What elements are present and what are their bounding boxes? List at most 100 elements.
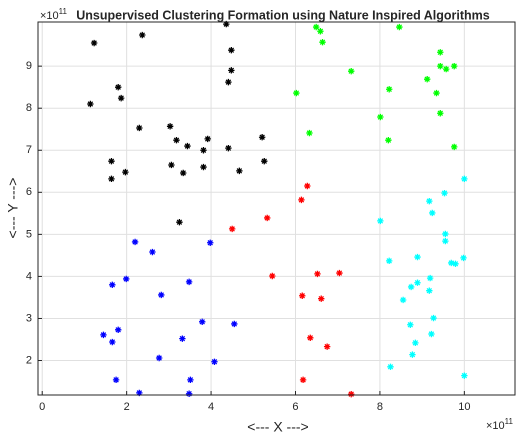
x-tick-label: 4 bbox=[208, 401, 214, 413]
scatter-point bbox=[460, 254, 467, 262]
scatter-point bbox=[461, 372, 468, 379]
scatter-point bbox=[377, 113, 384, 121]
scatter-point bbox=[261, 157, 268, 165]
scatter-point bbox=[100, 331, 107, 339]
scatter-point bbox=[386, 257, 393, 265]
scatter-point bbox=[312, 23, 320, 31]
scatter-point bbox=[185, 390, 193, 397]
scatter-point bbox=[387, 363, 394, 371]
scatter-point bbox=[293, 89, 300, 97]
scatter-point bbox=[136, 124, 143, 132]
scatter-point bbox=[442, 237, 449, 245]
scatter-point bbox=[200, 163, 207, 171]
scatter-point bbox=[451, 62, 458, 70]
scatter-point bbox=[412, 339, 419, 347]
scatter-point bbox=[348, 390, 355, 398]
axes-box bbox=[37, 21, 516, 396]
scatter-point bbox=[122, 168, 129, 176]
scatter-point bbox=[452, 260, 459, 267]
scatter-point bbox=[176, 218, 183, 226]
scatter-point bbox=[139, 31, 146, 39]
y-tick-label: 6 bbox=[26, 186, 32, 198]
scatter-point bbox=[317, 28, 324, 35]
y-tick-label: 5 bbox=[26, 228, 32, 240]
scatter-point bbox=[200, 147, 207, 154]
x-axis-label: <--- X ---> bbox=[247, 419, 308, 435]
x-tick-label: 6 bbox=[292, 401, 298, 413]
x-tick-label: 8 bbox=[377, 401, 383, 413]
scatter-point bbox=[108, 175, 115, 183]
grid bbox=[38, 22, 515, 395]
x-tick-label: 0 bbox=[39, 401, 45, 413]
scatter-point bbox=[414, 253, 421, 261]
scatter-point bbox=[407, 283, 415, 291]
scatter-point bbox=[314, 270, 321, 278]
scatter-point bbox=[386, 86, 393, 93]
scatter-point bbox=[225, 144, 232, 152]
scatter-point bbox=[319, 38, 326, 46]
scatter-point bbox=[115, 83, 122, 91]
scatter-point bbox=[306, 129, 313, 137]
scatter-point bbox=[377, 217, 384, 225]
scatter-point bbox=[173, 136, 180, 144]
scatter-point bbox=[109, 338, 116, 346]
scatter-point bbox=[269, 272, 276, 280]
scatter-point bbox=[304, 182, 311, 190]
scatter-point bbox=[158, 291, 165, 299]
scatter-point bbox=[187, 376, 194, 384]
scatter-point bbox=[207, 239, 214, 246]
scatter-point bbox=[430, 314, 437, 322]
y-multiplier: ×1011 bbox=[40, 7, 68, 22]
scatter-point bbox=[168, 161, 175, 169]
scatter-point bbox=[204, 135, 211, 143]
scatter-point bbox=[437, 49, 444, 56]
scatter-point bbox=[399, 296, 407, 304]
scatter-point bbox=[442, 65, 450, 73]
scatter-point bbox=[179, 335, 186, 342]
scatter-point bbox=[149, 248, 156, 256]
scatter-point bbox=[108, 157, 115, 165]
scatter-point bbox=[433, 89, 440, 97]
y-axis-label: <--- Y ---> bbox=[5, 178, 21, 239]
y-multiplier-base: ×10 bbox=[40, 10, 59, 22]
scatter-point bbox=[441, 189, 448, 197]
scatter-point bbox=[426, 287, 433, 294]
y-tick-label: 8 bbox=[26, 102, 32, 114]
scatter-point bbox=[112, 376, 120, 384]
scatter-point bbox=[236, 167, 243, 175]
scatter-point bbox=[228, 225, 236, 233]
y-tick-label: 3 bbox=[26, 312, 32, 324]
scatter-point bbox=[348, 68, 355, 75]
scatter-point bbox=[225, 78, 232, 86]
scatter-point bbox=[426, 274, 434, 282]
scatter-point bbox=[109, 281, 116, 289]
scatter-point bbox=[448, 259, 455, 267]
scatter-point bbox=[318, 295, 325, 302]
x-tick-label: 2 bbox=[124, 401, 130, 413]
scatter-point bbox=[211, 358, 218, 365]
scatter-point bbox=[437, 62, 444, 70]
scatter-point bbox=[228, 46, 235, 54]
scatter-point bbox=[414, 279, 421, 286]
x-multiplier-exponent: 11 bbox=[505, 417, 514, 426]
scatter-point bbox=[155, 354, 163, 362]
scatter-point bbox=[437, 110, 444, 117]
x-multiplier: ×1011 bbox=[486, 417, 514, 432]
y-tick-label: 9 bbox=[26, 60, 32, 72]
scatter-point bbox=[407, 321, 414, 328]
chart-title: Unsupervised Clustering Formation using … bbox=[76, 8, 490, 22]
scatter-point bbox=[180, 169, 187, 177]
scatter-point bbox=[336, 269, 343, 277]
scatter-point bbox=[428, 330, 435, 338]
plot-area bbox=[87, 20, 468, 398]
scatter-point bbox=[409, 351, 416, 358]
scatter-point bbox=[307, 334, 314, 342]
scatter-point bbox=[228, 67, 235, 74]
scatter-point bbox=[426, 197, 433, 205]
scatter-point bbox=[396, 23, 403, 31]
scatter-point bbox=[199, 318, 206, 326]
x-multiplier-base: ×10 bbox=[486, 420, 505, 432]
scatter-point bbox=[298, 196, 305, 204]
